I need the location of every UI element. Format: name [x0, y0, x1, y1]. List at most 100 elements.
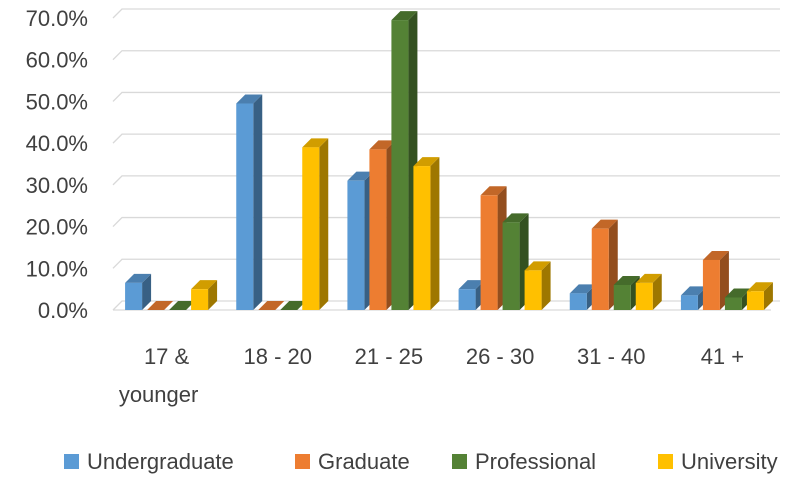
- bar-top: [635, 273, 662, 283]
- bar-top: [369, 140, 396, 150]
- bar-front: [702, 259, 720, 310]
- bar-top: [746, 282, 773, 292]
- legend-label: Professional: [475, 449, 596, 474]
- bar-top: [502, 213, 529, 223]
- bar-front: [569, 293, 587, 310]
- bar-front: [524, 270, 542, 310]
- bar: [169, 301, 196, 310]
- bar-top: [569, 284, 596, 294]
- bar-top: [724, 288, 751, 298]
- bar: [280, 301, 307, 310]
- bar-side: [763, 282, 773, 310]
- gridline: [112, 8, 780, 19]
- bar-top: [680, 286, 707, 296]
- bar-front: [347, 180, 365, 310]
- bar: [236, 94, 263, 310]
- gridline: [112, 216, 780, 228]
- x-tick-label: 26 - 30: [466, 344, 535, 369]
- legend-label: Graduate: [318, 449, 410, 474]
- bar-side: [142, 273, 152, 310]
- bar-front: [236, 103, 254, 310]
- x-tick-label: 17 &: [144, 344, 190, 369]
- bar-top: [191, 280, 218, 290]
- bar-top: [591, 219, 618, 229]
- x-tick-label: 18 - 20: [244, 344, 313, 369]
- bar-front: [302, 147, 320, 310]
- bar-top: [125, 273, 152, 283]
- bar-front: [391, 20, 409, 310]
- bars: [125, 11, 773, 310]
- legend-swatch: [295, 454, 310, 469]
- gridline: [112, 175, 780, 186]
- bar: [125, 273, 152, 310]
- bar-top: [480, 186, 507, 196]
- bar-top: [413, 157, 440, 167]
- bar-front: [591, 228, 609, 310]
- bar: [524, 261, 551, 310]
- legend-entry: Professional: [452, 449, 596, 474]
- y-axis: 0.0% 10.0% 20.0% 30.0% 40.0% 50.0% 60.0% 70.0%: [26, 6, 88, 323]
- bar-top: [613, 275, 640, 285]
- legend-entry: University: [658, 449, 778, 474]
- bar-side: [208, 280, 218, 310]
- bar: [702, 250, 729, 310]
- bar-front: [125, 282, 143, 310]
- bar-front: [724, 297, 742, 310]
- bar-top: [258, 301, 285, 310]
- bar-top: [147, 301, 174, 310]
- bar-top: [391, 11, 418, 21]
- legend-swatch: [452, 454, 467, 469]
- bar: [147, 301, 174, 310]
- legend-swatch: [64, 454, 79, 469]
- gridlines: [112, 8, 780, 311]
- y-tick-label: 40.0%: [26, 131, 88, 156]
- x-tick-label: younger: [119, 382, 199, 407]
- y-tick-label: 20.0%: [26, 215, 88, 240]
- x-tick-label: 21 - 25: [355, 344, 424, 369]
- gridline: [112, 133, 780, 144]
- x-tick-label: 41 +: [701, 344, 744, 369]
- bar-front: [369, 149, 387, 310]
- gridline: [112, 50, 780, 61]
- bar-front: [502, 222, 520, 310]
- legend-label: Undergraduate: [87, 449, 234, 474]
- bar-front: [746, 291, 764, 310]
- bar-side: [719, 250, 729, 310]
- bar-side: [652, 273, 662, 310]
- bar-top: [236, 94, 263, 104]
- legend: Undergraduate Graduate Professional Univers…: [64, 449, 778, 474]
- y-tick-label: 10.0%: [26, 256, 88, 281]
- gridline: [112, 91, 780, 102]
- bar-front: [480, 195, 498, 310]
- legend-label: University: [681, 449, 778, 474]
- bar-top: [458, 280, 485, 290]
- gridline: [112, 258, 780, 269]
- bar: [746, 282, 773, 310]
- bar-front: [413, 166, 431, 310]
- bar-side: [253, 94, 263, 310]
- bar-side: [541, 261, 551, 310]
- bar-top: [702, 250, 729, 260]
- bar-top: [347, 171, 374, 181]
- bar-side: [430, 157, 440, 310]
- bar-front: [191, 289, 209, 310]
- bar-front: [680, 295, 698, 310]
- y-tick-label: 50.0%: [26, 89, 88, 114]
- bar-front: [458, 289, 476, 310]
- legend-entry: Graduate: [295, 449, 410, 474]
- x-axis: 17 & younger 18 - 20 21 - 25 26 - 30 31 - 40 4…: [119, 344, 744, 407]
- x-tick-label: 31 - 40: [577, 344, 646, 369]
- y-tick-label: 30.0%: [26, 173, 88, 198]
- bar-front: [635, 282, 653, 310]
- legend-entry: Undergraduate: [64, 449, 234, 474]
- y-tick-label: 60.0%: [26, 48, 88, 73]
- bar: [413, 157, 440, 310]
- bar-front: [613, 284, 631, 310]
- bar: [191, 280, 218, 310]
- bar: [258, 301, 285, 310]
- bar: [635, 273, 662, 310]
- bar: [569, 284, 596, 310]
- bar-top: [169, 301, 196, 310]
- legend-swatch: [658, 454, 673, 469]
